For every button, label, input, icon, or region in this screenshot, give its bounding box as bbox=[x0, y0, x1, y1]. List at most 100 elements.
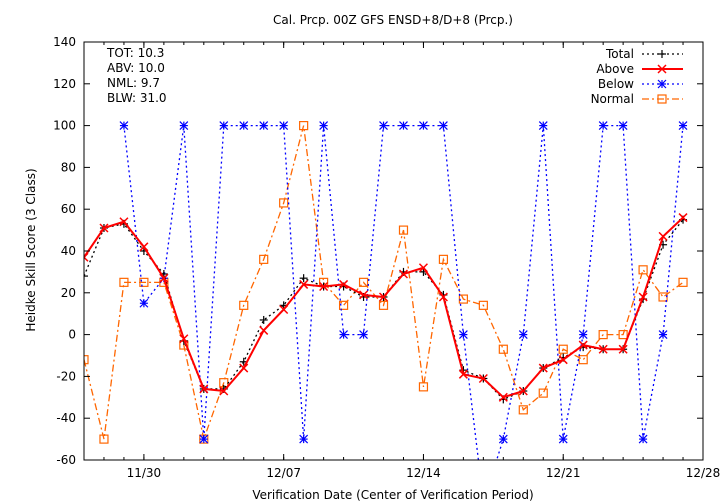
series-line-below bbox=[123, 124, 684, 460]
y-tick-label: 140 bbox=[53, 35, 76, 49]
data-point bbox=[438, 292, 448, 302]
series-normal bbox=[84, 120, 688, 444]
data-point bbox=[438, 121, 448, 131]
stats-line: NML: 9.7 bbox=[107, 76, 160, 90]
y-tick-label: 40 bbox=[61, 244, 76, 258]
data-point bbox=[518, 386, 528, 396]
data-point bbox=[219, 121, 229, 131]
x-tick-label: 11/30 bbox=[127, 466, 162, 480]
data-point bbox=[598, 344, 608, 354]
data-point bbox=[638, 292, 648, 302]
legend-marker bbox=[657, 94, 667, 104]
series-line-above bbox=[84, 216, 684, 399]
data-point bbox=[398, 269, 409, 279]
data-point bbox=[658, 330, 668, 340]
data-point bbox=[179, 334, 189, 344]
legend-label: Above bbox=[596, 62, 634, 76]
x-tick-label: 12/07 bbox=[266, 466, 301, 480]
data-point bbox=[239, 363, 249, 373]
data-point bbox=[538, 121, 548, 131]
data-point bbox=[299, 120, 309, 131]
data-point bbox=[379, 121, 388, 131]
axes: -60 -40 -20 0 20 40 60 80 100 120 140 11/30 12/07 12/… bbox=[53, 35, 720, 480]
data-point bbox=[558, 434, 568, 444]
data-point bbox=[598, 121, 608, 131]
data-point bbox=[279, 198, 289, 208]
y-tick-label: 80 bbox=[61, 160, 76, 174]
data-point bbox=[518, 330, 528, 340]
data-point bbox=[438, 254, 449, 264]
stats-line: TOT: 10.3 bbox=[106, 46, 164, 60]
data-point bbox=[458, 369, 468, 379]
data-point bbox=[259, 121, 269, 131]
data-point bbox=[119, 121, 129, 131]
data-point bbox=[478, 300, 488, 310]
data-point bbox=[378, 300, 389, 310]
y-tick-label: 120 bbox=[53, 77, 76, 91]
data-point bbox=[618, 121, 628, 131]
x-tick-label: 12/28 bbox=[686, 466, 720, 480]
data-point bbox=[418, 382, 429, 392]
data-point bbox=[159, 273, 169, 283]
y-tick-label: 60 bbox=[61, 202, 76, 216]
legend-marker bbox=[657, 64, 667, 74]
data-point bbox=[359, 330, 368, 340]
legend-label: Below bbox=[598, 77, 634, 91]
data-point bbox=[319, 121, 329, 131]
data-point bbox=[598, 330, 608, 340]
y-tick-label: 20 bbox=[61, 286, 76, 300]
data-point bbox=[179, 121, 189, 131]
plot-frame bbox=[83, 41, 704, 461]
data-point bbox=[259, 315, 268, 324]
data-point bbox=[558, 344, 568, 354]
data-point bbox=[498, 392, 508, 402]
series-line-normal bbox=[84, 125, 684, 442]
data-point bbox=[678, 277, 688, 287]
data-point bbox=[358, 277, 369, 287]
data-point bbox=[119, 277, 129, 287]
data-point bbox=[119, 217, 129, 227]
x-tick-label: 12/21 bbox=[546, 466, 581, 480]
legend-label: Normal bbox=[591, 92, 634, 106]
data-point bbox=[638, 434, 648, 444]
y-axis-label: Heidke Skill Score (3 Class) bbox=[24, 168, 38, 331]
data-point bbox=[99, 434, 109, 444]
data-point bbox=[339, 330, 349, 340]
y-tick-label: 0 bbox=[68, 328, 76, 342]
y-tick-label: -20 bbox=[56, 369, 76, 383]
data-point bbox=[139, 242, 149, 252]
legend-marker bbox=[657, 79, 667, 89]
data-point bbox=[239, 121, 249, 131]
series-layer bbox=[84, 120, 688, 460]
data-point bbox=[319, 281, 329, 292]
y-tick-label: -40 bbox=[56, 411, 76, 425]
data-point bbox=[99, 223, 109, 233]
data-point bbox=[378, 292, 389, 302]
legend-marker bbox=[658, 50, 666, 58]
stats-line: ABV: 10.0 bbox=[107, 61, 165, 75]
data-point bbox=[299, 279, 309, 289]
y-tick-label: 100 bbox=[53, 119, 76, 133]
data-point bbox=[199, 434, 209, 444]
data-point bbox=[498, 344, 508, 354]
y-tick-label: -60 bbox=[56, 453, 76, 467]
data-point bbox=[578, 330, 588, 340]
data-point bbox=[84, 272, 88, 281]
data-point bbox=[498, 434, 508, 444]
data-point bbox=[259, 254, 269, 264]
data-point bbox=[638, 265, 648, 275]
data-point bbox=[279, 304, 289, 315]
data-point bbox=[478, 373, 488, 384]
data-point bbox=[338, 300, 349, 310]
data-point bbox=[279, 121, 289, 131]
data-point bbox=[239, 300, 249, 310]
data-point bbox=[618, 344, 628, 354]
data-point bbox=[538, 388, 548, 398]
data-point bbox=[139, 298, 149, 308]
data-point bbox=[299, 434, 309, 444]
data-point bbox=[678, 121, 688, 131]
data-point bbox=[658, 231, 668, 241]
